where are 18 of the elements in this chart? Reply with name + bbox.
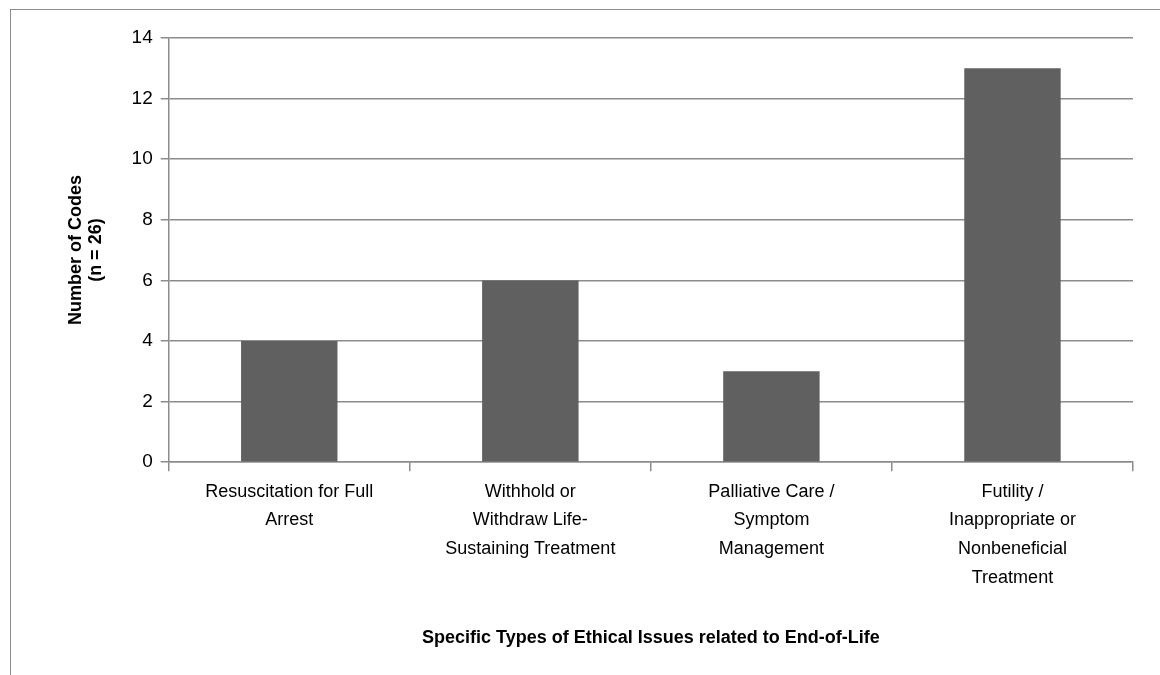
bar — [241, 341, 338, 462]
y-tick-label: 2 — [142, 389, 153, 411]
x-tick-label: Withhold or Withdraw Life- Sustaining Treatment — [445, 480, 616, 559]
y-tick-label: 12 — [131, 86, 153, 108]
x-tick-label: Palliative Care / Symptom Management — [708, 480, 835, 559]
x-axis-title: Specific Types of Ethical Issues related to End-of-Life — [421, 627, 880, 648]
y-tick-label: 10 — [131, 147, 153, 169]
bar — [964, 68, 1061, 462]
y-tick-label: 6 — [142, 268, 153, 290]
y-tick-label: 14 — [131, 26, 154, 48]
y-axis-title: Number of Codes (n = 26) — [64, 175, 105, 326]
bar — [482, 280, 579, 462]
y-tick-label: 4 — [142, 329, 154, 351]
y-tick-label: 8 — [142, 208, 153, 230]
x-tick-label: Futility / Inappropriate or Nonbeneficial Treatment — [948, 480, 1077, 587]
x-tick-label: Resuscitation for Full Arrest — [205, 480, 374, 530]
y-tick-label: 0 — [142, 450, 153, 472]
bar — [723, 371, 820, 462]
